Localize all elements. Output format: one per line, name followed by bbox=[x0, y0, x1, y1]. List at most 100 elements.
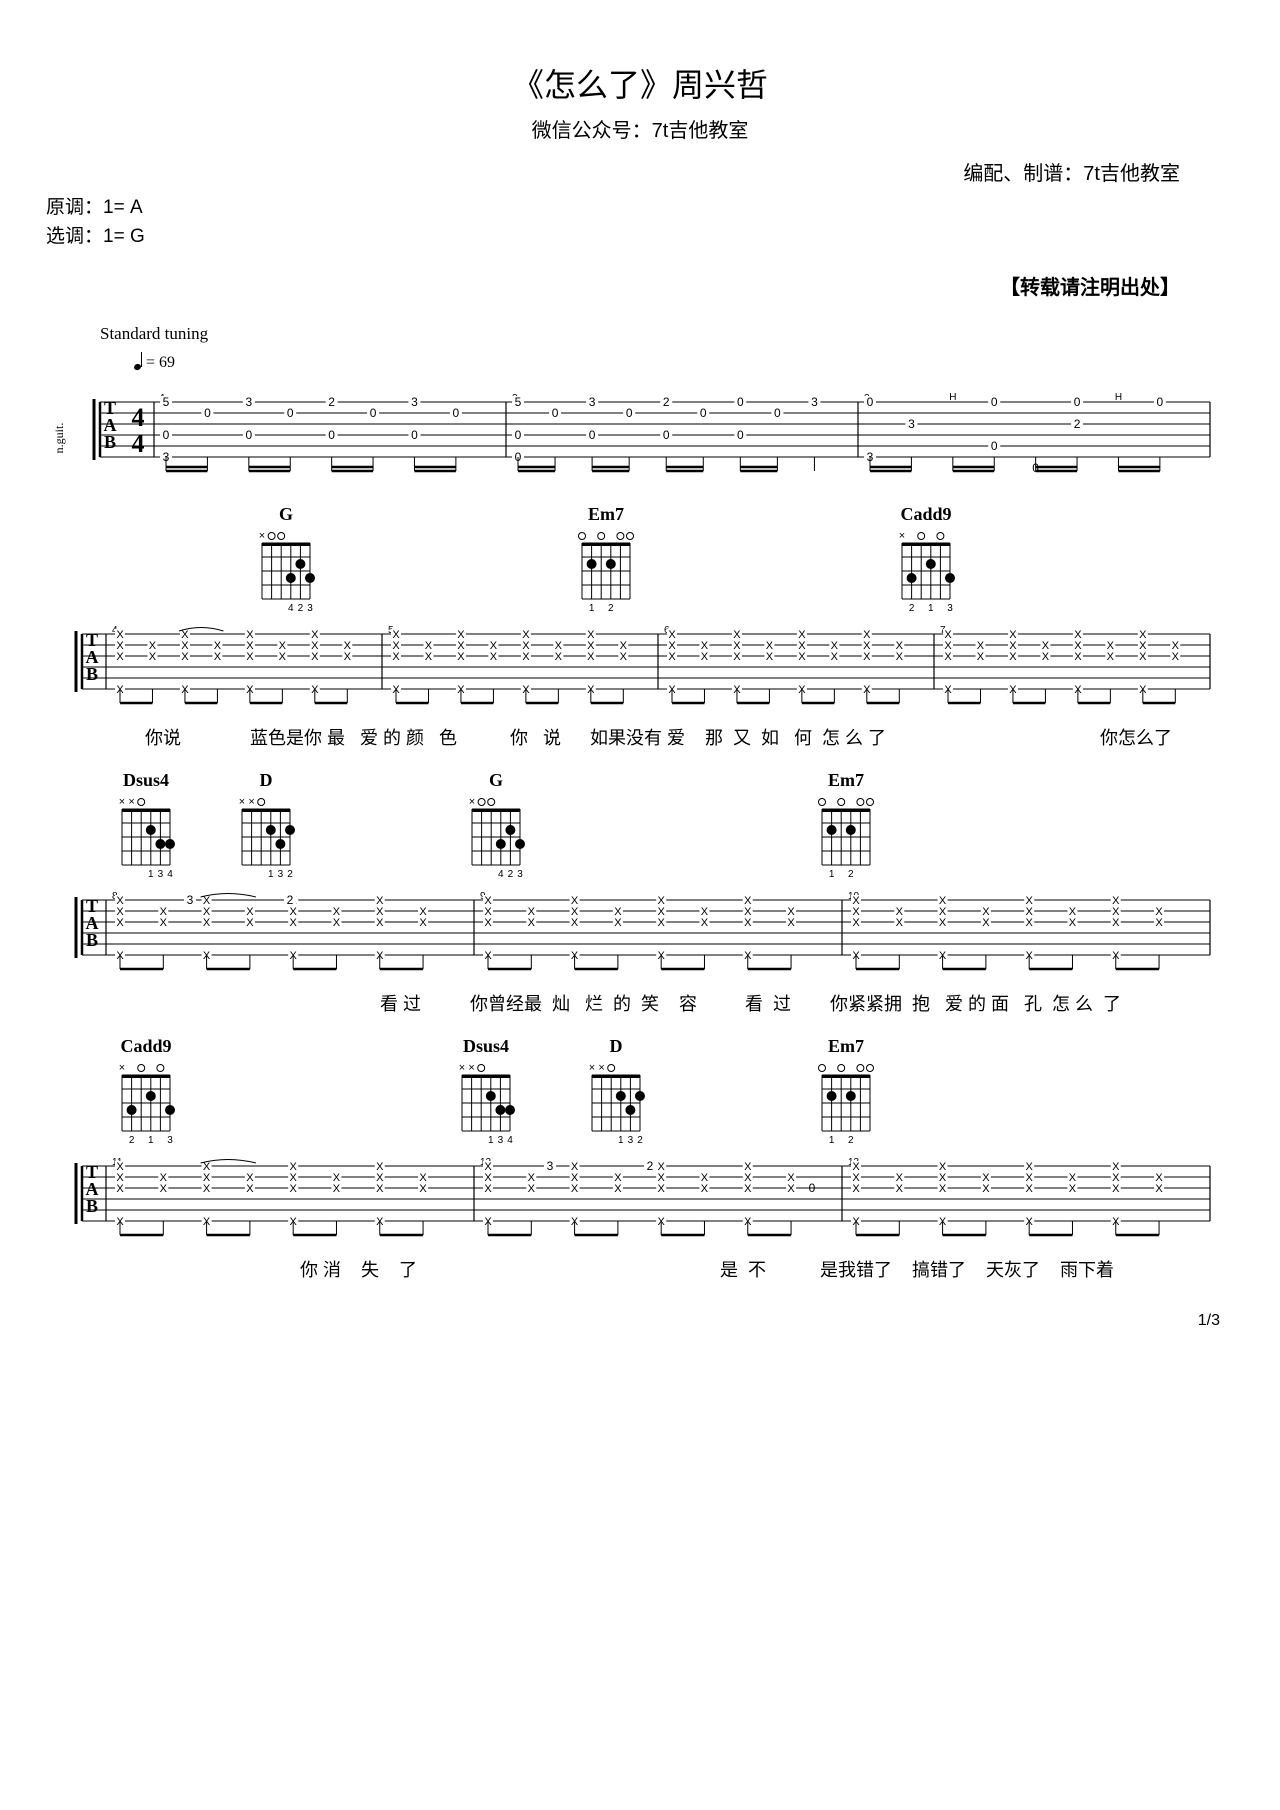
chord-row: Dsus4××134D××132G×234Em712 bbox=[40, 770, 1240, 890]
chord-name: D bbox=[230, 770, 302, 791]
svg-text:X: X bbox=[116, 629, 124, 641]
svg-text:X: X bbox=[484, 1183, 492, 1195]
svg-text:X: X bbox=[944, 651, 952, 663]
svg-text:X: X bbox=[571, 917, 579, 929]
svg-text:X: X bbox=[1112, 1183, 1120, 1195]
svg-text:X: X bbox=[116, 1161, 124, 1173]
chord-name: Em7 bbox=[810, 1036, 882, 1057]
svg-text:X: X bbox=[852, 1172, 860, 1184]
svg-text:X: X bbox=[376, 906, 384, 918]
svg-text:X: X bbox=[744, 1183, 752, 1195]
svg-text:X: X bbox=[160, 1172, 168, 1184]
lyric-text: 你 说 bbox=[500, 724, 561, 750]
svg-text:X: X bbox=[939, 895, 947, 907]
svg-text:X: X bbox=[160, 917, 168, 929]
svg-text:5: 5 bbox=[163, 395, 170, 409]
credits: 编配、制谱：7t吉他教室 bbox=[40, 157, 1180, 186]
svg-text:X: X bbox=[614, 1172, 622, 1184]
svg-text:X: X bbox=[484, 906, 492, 918]
chord-name: Em7 bbox=[570, 504, 642, 525]
chord-diagram: Em712 bbox=[570, 504, 642, 619]
svg-text:2: 2 bbox=[848, 1135, 854, 1146]
lyrics-row: 看 过你曾经最 灿 烂 的 笑 容 看 过你紧紧拥 抱 爱 的 面 孔 怎 么 … bbox=[40, 990, 1240, 1016]
svg-text:X: X bbox=[701, 906, 709, 918]
svg-text:2: 2 bbox=[287, 893, 294, 907]
svg-text:X: X bbox=[457, 651, 465, 663]
svg-text:0: 0 bbox=[370, 406, 377, 420]
svg-text:X: X bbox=[939, 1161, 947, 1173]
svg-text:0: 0 bbox=[737, 428, 744, 442]
svg-text:3: 3 bbox=[517, 869, 523, 880]
svg-text:X: X bbox=[658, 917, 666, 929]
svg-text:X: X bbox=[571, 1183, 579, 1195]
svg-text:2: 2 bbox=[647, 1159, 654, 1173]
svg-text:X: X bbox=[787, 1172, 795, 1184]
lyric-text: 是我错了 搞错了 天灰了 雨下着 bbox=[820, 1256, 1114, 1282]
lyric-text: 你说 bbox=[140, 724, 181, 750]
svg-text:X: X bbox=[982, 1183, 990, 1195]
svg-text:×: × bbox=[248, 796, 254, 808]
svg-text:4: 4 bbox=[132, 403, 145, 432]
svg-text:X: X bbox=[620, 640, 628, 652]
svg-text:X: X bbox=[528, 917, 536, 929]
svg-text:X: X bbox=[490, 640, 498, 652]
svg-text:X: X bbox=[333, 906, 341, 918]
svg-text:×: × bbox=[459, 1062, 465, 1074]
svg-text:X: X bbox=[701, 1183, 709, 1195]
svg-text:X: X bbox=[744, 906, 752, 918]
svg-text:0: 0 bbox=[1157, 395, 1164, 409]
svg-text:X: X bbox=[116, 906, 124, 918]
svg-text:X: X bbox=[344, 651, 352, 663]
svg-text:3: 3 bbox=[158, 869, 164, 880]
svg-text:1: 1 bbox=[148, 1135, 154, 1146]
svg-text:X: X bbox=[149, 640, 157, 652]
reprint-note: 【转载请注明出处】 bbox=[40, 271, 1180, 300]
svg-text:X: X bbox=[522, 629, 530, 641]
svg-text:X: X bbox=[457, 640, 465, 652]
lyric-text: 你紧紧拥 抱 爱 的 面 孔 怎 么 了 bbox=[830, 990, 1121, 1016]
chord-name: Cadd9 bbox=[110, 1036, 182, 1057]
svg-text:X: X bbox=[863, 629, 871, 641]
svg-text:X: X bbox=[333, 1172, 341, 1184]
tab-system: n.guit.TAB441235030300200300500030020000… bbox=[40, 392, 1240, 484]
svg-text:X: X bbox=[701, 640, 709, 652]
svg-text:X: X bbox=[1172, 651, 1180, 663]
svg-text:×: × bbox=[119, 1062, 125, 1074]
svg-text:0: 0 bbox=[867, 395, 874, 409]
chord-diagram: Dsus4××134 bbox=[450, 1036, 522, 1151]
chord-diagram: G×234 bbox=[460, 770, 532, 885]
svg-text:X: X bbox=[246, 640, 254, 652]
svg-text:X: X bbox=[1155, 1183, 1163, 1195]
quarter-note-icon bbox=[134, 352, 142, 370]
svg-text:X: X bbox=[1112, 1161, 1120, 1173]
svg-text:B: B bbox=[86, 664, 98, 684]
svg-text:X: X bbox=[1074, 651, 1082, 663]
svg-text:X: X bbox=[181, 629, 189, 641]
svg-text:X: X bbox=[896, 651, 904, 663]
lyric-text: 你 消 失 了 bbox=[300, 1256, 417, 1282]
svg-text:X: X bbox=[982, 906, 990, 918]
svg-text:X: X bbox=[733, 629, 741, 641]
svg-text:4: 4 bbox=[167, 869, 173, 880]
svg-text:X: X bbox=[1069, 1183, 1077, 1195]
svg-text:X: X bbox=[522, 640, 530, 652]
svg-text:X: X bbox=[658, 906, 666, 918]
svg-text:X: X bbox=[1026, 895, 1034, 907]
svg-text:X: X bbox=[614, 1183, 622, 1195]
svg-text:4: 4 bbox=[507, 1135, 513, 1146]
svg-text:3: 3 bbox=[167, 1135, 173, 1146]
subtitle: 微信公众号：7t吉他教室 bbox=[40, 114, 1240, 143]
svg-text:X: X bbox=[1009, 640, 1017, 652]
svg-text:0: 0 bbox=[809, 1181, 816, 1195]
svg-text:X: X bbox=[1009, 651, 1017, 663]
svg-text:2: 2 bbox=[848, 869, 854, 880]
svg-text:X: X bbox=[1026, 906, 1034, 918]
svg-text:2: 2 bbox=[909, 603, 915, 614]
svg-text:X: X bbox=[852, 1183, 860, 1195]
svg-text:X: X bbox=[852, 895, 860, 907]
svg-text:X: X bbox=[311, 629, 319, 641]
svg-text:X: X bbox=[555, 640, 563, 652]
chord-row: Cadd9×213Dsus4××134D××132Em712 bbox=[40, 1036, 1240, 1156]
svg-text:3: 3 bbox=[411, 395, 418, 409]
svg-text:X: X bbox=[1112, 917, 1120, 929]
